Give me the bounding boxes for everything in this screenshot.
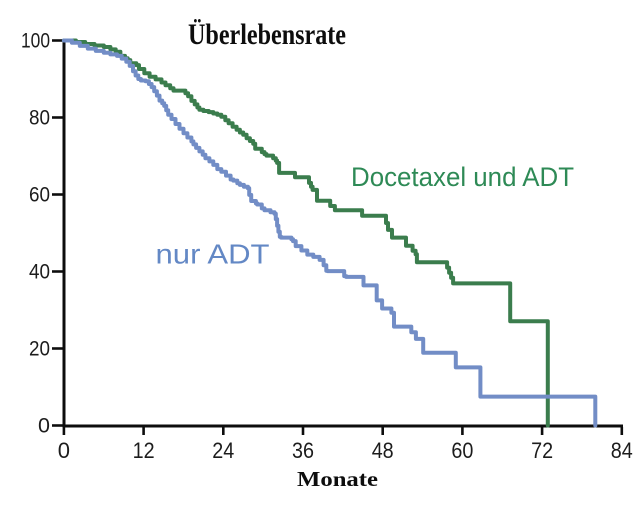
svg-text:24: 24 [212,438,234,463]
svg-text:72: 72 [531,438,553,463]
svg-text:36: 36 [292,438,314,463]
svg-text:84: 84 [611,438,633,463]
svg-text:Überlebensrate: Überlebensrate [188,18,346,51]
svg-text:Monate: Monate [297,467,378,491]
svg-text:48: 48 [372,438,394,463]
svg-text:Docetaxel und ADT: Docetaxel und ADT [351,162,574,192]
svg-text:20: 20 [29,336,50,360]
svg-text:60: 60 [29,182,50,206]
svg-text:80: 80 [29,105,50,129]
svg-text:0: 0 [58,438,70,463]
svg-text:60: 60 [451,438,473,463]
svg-text:nur ADT: nur ADT [156,239,270,270]
svg-text:12: 12 [133,438,155,463]
svg-text:100: 100 [21,28,50,52]
svg-text:0: 0 [38,413,50,437]
svg-text:40: 40 [29,259,50,283]
